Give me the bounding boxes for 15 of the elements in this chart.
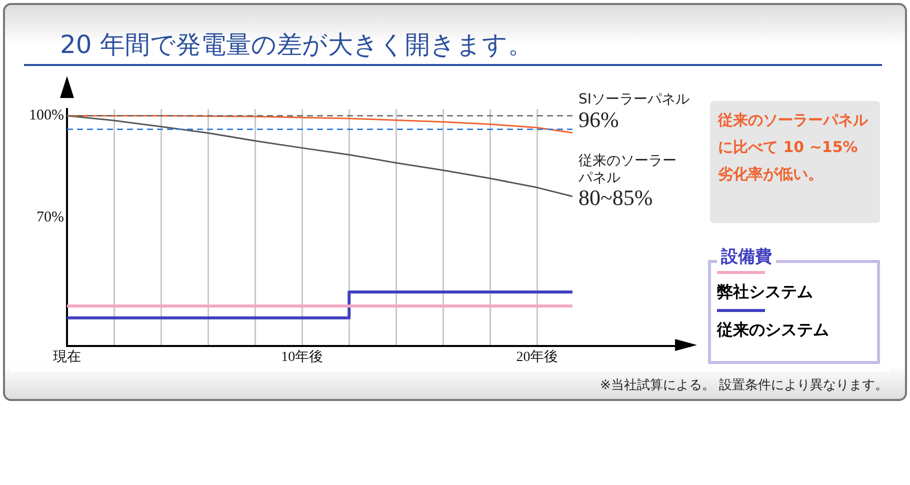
y-tick-label: 70% xyxy=(36,209,64,226)
legend-label: 従来のシステム xyxy=(717,320,829,341)
annotation: 80~85% xyxy=(578,185,653,210)
legend-title: 設備費 xyxy=(717,245,776,268)
series-label: 従来のソーラーパネル xyxy=(577,152,676,186)
text: 従来のソーラーパネルに比べて 10 ~15%劣化率が低い。 xyxy=(710,101,880,223)
text: ※当社試算による。 設置条件により異なります。 xyxy=(600,377,888,394)
annotation: 96% xyxy=(578,106,619,132)
chart-title: 20 年間で発電量の差が大きく開きます。 xyxy=(60,29,533,61)
y-tick-label: 100% xyxy=(29,108,64,124)
x-tick-label: 10年後 xyxy=(281,349,324,366)
x-tick-label: 20年後 xyxy=(516,349,558,366)
legend-label: 弊社システム xyxy=(717,282,813,303)
series-label: SIソーラーパネル xyxy=(578,92,690,108)
x-tick-label: 現在 xyxy=(53,349,81,366)
